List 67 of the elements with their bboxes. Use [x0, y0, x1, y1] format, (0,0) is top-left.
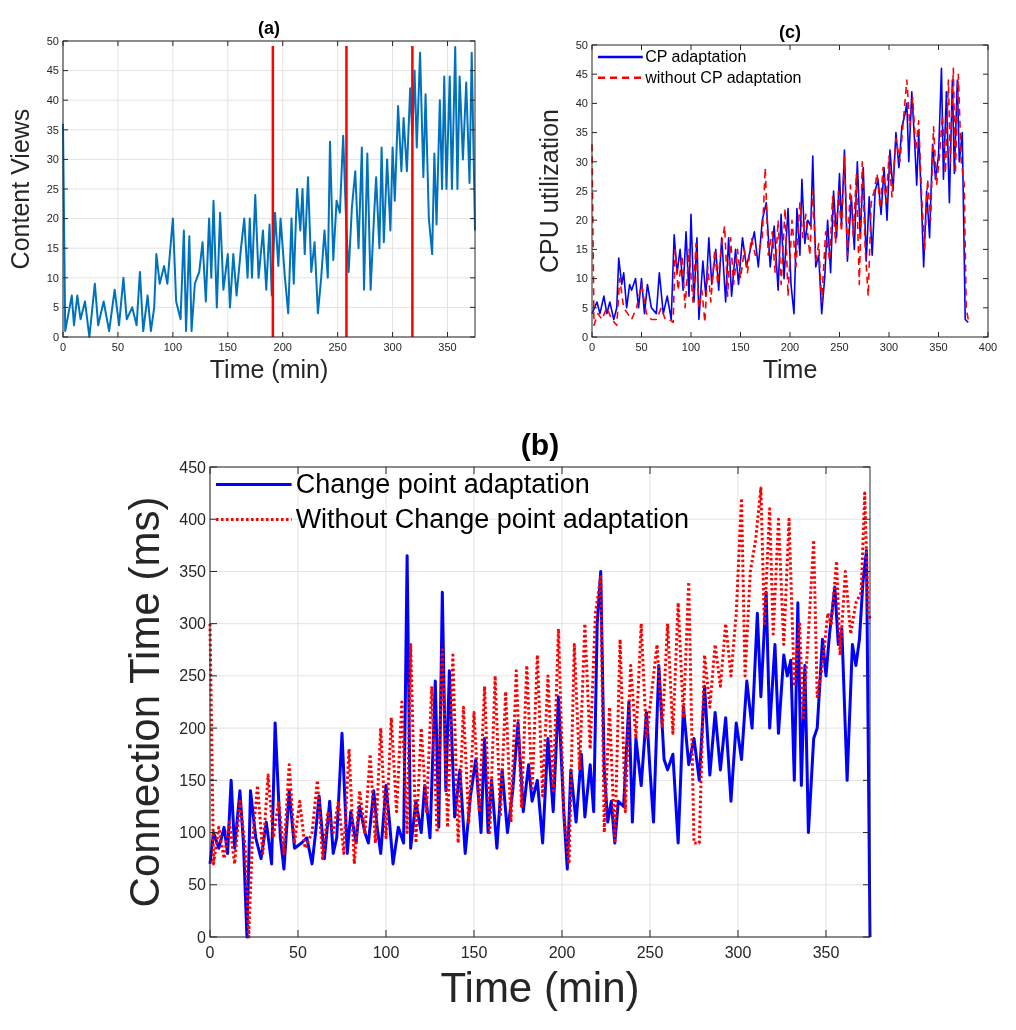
- y-tick-label: 150: [179, 771, 207, 789]
- x-tick-label: 100: [681, 341, 701, 354]
- y-tick-label: 5: [52, 301, 59, 314]
- y-tick-label: 25: [575, 184, 588, 197]
- x-tick-label: 200: [780, 341, 800, 354]
- x-tick-label: 300: [879, 341, 899, 354]
- x-tick-label: 350: [812, 943, 840, 961]
- y-tick-label: 25: [46, 182, 59, 195]
- y-tick-label: 50: [575, 38, 588, 51]
- y-tick-label: 10: [575, 272, 588, 285]
- x-tick-label: 150: [460, 943, 488, 961]
- text: Change point adaptation: [295, 468, 590, 499]
- y-tick-label: 300: [179, 615, 207, 633]
- x-axis-title: Time (min): [440, 963, 640, 1011]
- y-tick-label: 35: [575, 126, 588, 139]
- legend-label: without CP adaptation: [644, 68, 802, 86]
- y-tick-label: 400: [179, 510, 207, 528]
- y-tick-label: 0: [581, 330, 588, 343]
- y-axis-title: Connection Time (ms): [121, 496, 168, 908]
- y-tick-label: 0: [52, 330, 59, 343]
- x-tick-label: 250: [830, 341, 849, 354]
- y-tick-label: 450: [179, 458, 207, 476]
- y-tick-label: 350: [179, 563, 207, 581]
- y-tick-label: 45: [575, 68, 588, 81]
- y-tick-label: 15: [575, 243, 588, 256]
- y-tick-label: 5: [581, 301, 588, 314]
- x-axis-title: Time: [762, 354, 818, 383]
- chart-title: (b): [520, 428, 560, 461]
- y-tick-label: 40: [575, 97, 588, 110]
- y-tick-label: 250: [179, 667, 207, 685]
- y-tick-label: 100: [179, 824, 207, 842]
- y-tick-label: 10: [46, 271, 59, 284]
- x-tick-label: 100: [372, 943, 400, 961]
- legend-label: CP adaptation: [645, 47, 747, 65]
- y-tick-label: 20: [46, 212, 59, 225]
- x-tick-label: 300: [383, 341, 402, 354]
- y-tick-label: 50: [188, 876, 207, 894]
- x-tick-label: 350: [438, 341, 457, 354]
- x-tick-label: 350: [929, 341, 948, 354]
- x-tick-label: 400: [978, 341, 998, 354]
- y-tick-label: 30: [575, 155, 588, 168]
- y-tick-label: 50: [46, 34, 59, 47]
- y-tick-label: 0: [197, 928, 207, 946]
- x-tick-label: 150: [218, 341, 237, 354]
- x-tick-label: 250: [328, 341, 347, 354]
- x-tick-label: 200: [548, 943, 576, 961]
- y-tick-label: 35: [46, 123, 59, 136]
- x-tick-label: 150: [731, 341, 750, 354]
- chart-title: (c): [779, 21, 801, 42]
- y-tick-label: 45: [46, 64, 59, 77]
- x-tick-label: 200: [273, 341, 292, 354]
- y-tick-label: 200: [179, 719, 207, 737]
- x-tick-label: 250: [636, 943, 664, 961]
- y-axis-title: Content Views: [6, 108, 35, 270]
- x-tick-label: 100: [163, 341, 183, 354]
- x-tick-label: 300: [724, 943, 752, 961]
- legend-label: Without Change point adaptation: [295, 503, 689, 534]
- x-tick-label: 50: [635, 341, 648, 354]
- y-tick-label: 30: [46, 153, 59, 166]
- chart-title: (a): [258, 17, 280, 38]
- x-tick-label: 50: [111, 341, 125, 354]
- y-axis-title: CPU utilization: [535, 109, 564, 273]
- x-axis-title: Time (min): [209, 354, 329, 383]
- y-tick-label: 40: [46, 94, 59, 107]
- x-tick-label: 50: [289, 943, 307, 961]
- y-tick-label: 20: [575, 214, 588, 227]
- y-tick-label: 15: [46, 242, 59, 255]
